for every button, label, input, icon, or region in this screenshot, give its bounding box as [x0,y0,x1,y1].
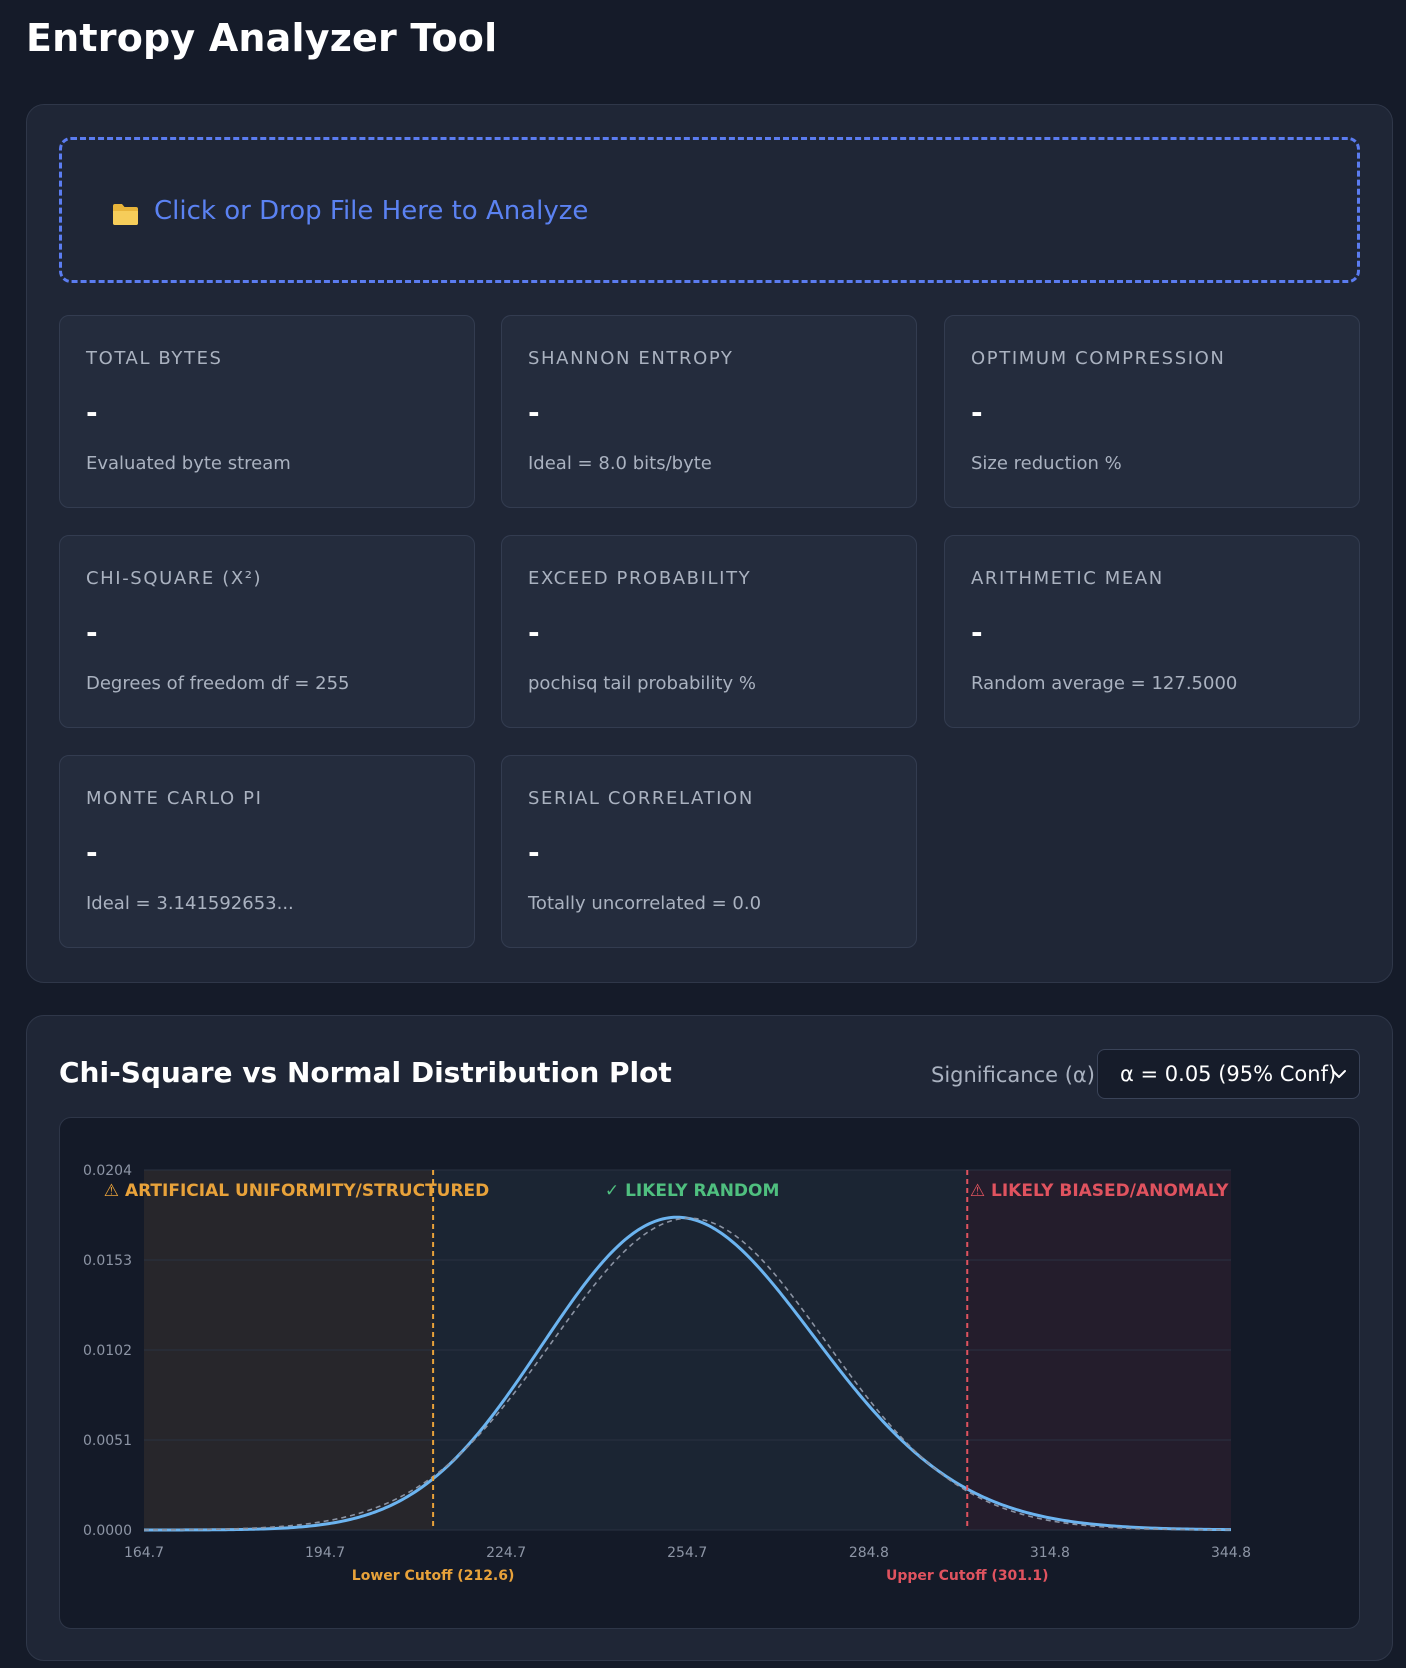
x-tick-label: 164.7 [124,1545,164,1561]
stat-card-shannon-entropy: SHANNON ENTROPY - Ideal = 8.0 bits/byte [501,315,917,508]
significance-selected-value: α = 0.05 (95% Conf) [1120,1062,1337,1086]
stat-card-serial-correlation: SERIAL CORRELATION - Totally uncorrelate… [501,755,917,948]
y-tick-label: 0.0204 [83,1163,132,1179]
stat-subtext: Evaluated byte stream [86,453,291,474]
y-tick-label: 0.0102 [83,1343,132,1359]
upper-cutoff-label: Upper Cutoff (301.1) [886,1568,1049,1584]
stat-value: - [86,616,98,649]
app-title: Entropy Analyzer Tool [26,16,498,60]
significance-label: Significance (α): [931,1063,1103,1087]
region-label: ✓ LIKELY RANDOM [605,1181,779,1201]
region-label: ⚠ ARTIFICIAL UNIFORMITY/STRUCTURED [104,1181,490,1201]
stat-label: SERIAL CORRELATION [528,788,754,809]
stat-label: MONTE CARLO PI [86,788,263,809]
lower-cutoff-label: Lower Cutoff (212.6) [352,1568,515,1584]
stat-card-optimum-compression: OPTIMUM COMPRESSION - Size reduction % [944,315,1360,508]
chart-container: 0.0000 0.0051 0.0102 0.0153 0.0204 164.7 194.7… [59,1117,1360,1629]
plot-title: Chi-Square vs Normal Distribution Plot [59,1056,672,1089]
chi-square-chart: 0.0000 0.0051 0.0102 0.0153 0.0204 164.7 194.7… [83,1163,1251,1584]
region-label: ⚠ LIKELY BIASED/ANOMALY [970,1181,1229,1201]
x-tick-label: 224.7 [486,1545,526,1561]
stat-label: ARITHMETIC MEAN [971,568,1164,589]
stat-card-chi-square: CHI-SQUARE (X²) - Degrees of freedom df … [59,535,475,728]
stat-value: - [971,616,983,649]
stat-card-exceed-probability: EXCEED PROBABILITY - pochisq tail probab… [501,535,917,728]
plot-panel: Chi-Square vs Normal Distribution Plot S… [26,1015,1393,1661]
x-tick-label: 194.7 [305,1545,345,1561]
stat-subtext: Size reduction % [971,453,1122,474]
analysis-panel: Click or Drop File Here to Analyze TOTAL… [26,104,1393,983]
folder-icon [113,204,138,225]
x-tick-label: 314.8 [1030,1545,1070,1561]
stat-subtext: pochisq tail probability % [528,673,756,694]
x-tick-label: 344.8 [1211,1545,1251,1561]
chevron-down-icon [1332,1070,1346,1078]
stat-label: EXCEED PROBABILITY [528,568,752,589]
stat-label: CHI-SQUARE (X²) [86,568,263,589]
stat-value: - [528,396,540,429]
normal-curve [143,1217,1232,1531]
stat-label: OPTIMUM COMPRESSION [971,348,1226,369]
stat-card-monte-carlo-pi: MONTE CARLO PI - Ideal = 3.141592653... [59,755,475,948]
stat-label: TOTAL BYTES [86,348,223,369]
dropzone-label: Click or Drop File Here to Analyze [154,196,589,226]
stat-subtext: Totally uncorrelated = 0.0 [528,893,762,914]
stat-subtext: Ideal = 3.141592653... [86,893,294,914]
stat-value: - [86,396,98,429]
y-tick-label: 0.0153 [83,1253,132,1269]
stat-subtext: Random average = 127.5000 [971,673,1238,694]
significance-select[interactable]: α = 0.05 (95% Conf) [1097,1049,1360,1099]
stat-card-arithmetic-mean: ARITHMETIC MEAN - Random average = 127.5… [944,535,1360,728]
stat-card-total-bytes: TOTAL BYTES - Evaluated byte stream [59,315,475,508]
stat-value: - [528,616,540,649]
y-tick-label: 0.0051 [83,1433,132,1449]
x-tick-label: 284.8 [849,1545,889,1561]
y-tick-label: 0.0000 [83,1523,132,1539]
stat-label: SHANNON ENTROPY [528,348,734,369]
stat-subtext: Ideal = 8.0 bits/byte [528,453,712,474]
x-tick-label: 254.7 [667,1545,707,1561]
file-dropzone[interactable]: Click or Drop File Here to Analyze [59,137,1360,283]
stat-subtext: Degrees of freedom df = 255 [86,673,350,694]
stat-value: - [86,836,98,869]
stat-value: - [971,396,983,429]
stat-value: - [528,836,540,869]
